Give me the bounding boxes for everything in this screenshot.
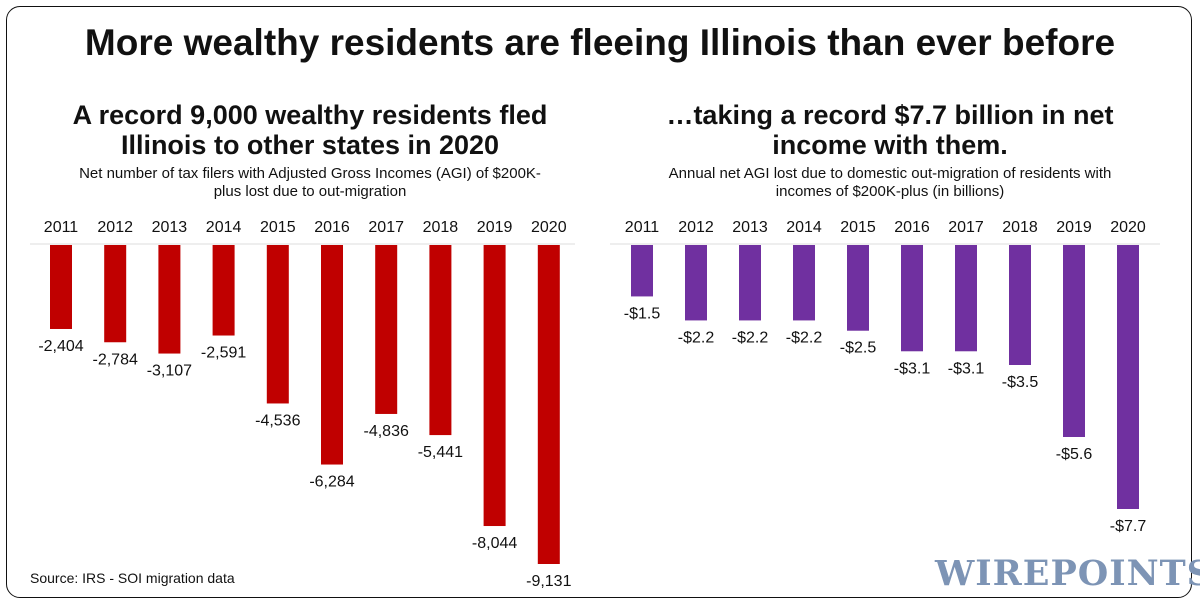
left-value-label: -3,107 — [147, 363, 192, 380]
right-bar-2015 — [847, 245, 869, 331]
left-year-label: 2020 — [531, 219, 567, 236]
chart-frame — [6, 6, 1192, 598]
left-value-label: -2,404 — [38, 338, 83, 355]
right-year-label: 2015 — [840, 219, 876, 236]
right-year-label: 2013 — [732, 219, 768, 236]
left-year-label: 2012 — [97, 219, 133, 236]
left-value-label: -2,784 — [93, 351, 138, 368]
right-value-label: -$2.2 — [732, 329, 769, 346]
right-value-label: -$5.6 — [1056, 446, 1093, 463]
right-bar-2019 — [1063, 245, 1085, 437]
right-year-label: 2018 — [1002, 219, 1038, 236]
left-year-label: 2017 — [368, 219, 404, 236]
left-year-label: 2018 — [423, 219, 459, 236]
right-year-label: 2017 — [948, 219, 984, 236]
left-bar-2011 — [50, 245, 72, 329]
right-value-label: -$2.2 — [786, 329, 823, 346]
source-note: Source: IRS - SOI migration data — [30, 570, 235, 586]
left-value-label: -4,536 — [255, 412, 300, 429]
left-year-label: 2015 — [260, 219, 296, 236]
left-bar-2019 — [483, 245, 506, 527]
left-bar-2012 — [104, 245, 127, 343]
right-value-label: -$3.5 — [1002, 374, 1039, 391]
right-bar-2012 — [685, 245, 707, 321]
right-bar-2013 — [739, 245, 761, 321]
left-value-label: -4,836 — [364, 423, 409, 440]
right-year-label: 2020 — [1110, 219, 1146, 236]
left-year-label: 2013 — [152, 219, 188, 236]
right-bar-2018 — [1009, 245, 1031, 365]
left-bar-2018 — [429, 245, 452, 436]
left-bar-2016 — [321, 245, 343, 465]
right-year-label: 2011 — [625, 219, 660, 236]
right-bar-2014 — [793, 245, 815, 321]
right-chart-title: …taking a record $7.7 billion in net inc… — [666, 100, 1114, 160]
left-value-label: -9,131 — [526, 573, 571, 590]
right-year-label: 2016 — [894, 219, 930, 236]
right-year-label: 2019 — [1056, 219, 1092, 236]
right-value-label: -$1.5 — [624, 305, 661, 322]
right-bar-2016 — [901, 245, 923, 352]
left-bar-2015 — [266, 245, 289, 404]
right-bar-2011 — [631, 245, 653, 297]
left-year-label: 2016 — [314, 219, 350, 236]
right-bar-2020 — [1117, 245, 1139, 509]
right-value-label: -$2.2 — [678, 329, 715, 346]
right-value-label: -$3.1 — [948, 360, 985, 377]
left-chart-title: A record 9,000 wealthy residents fled Il… — [72, 100, 548, 160]
right-value-label: -$3.1 — [894, 360, 931, 377]
left-year-label: 2011 — [44, 219, 79, 236]
left-bar-2013 — [158, 245, 181, 354]
right-bar-2017 — [955, 245, 977, 352]
left-bar-2017 — [375, 245, 398, 414]
right-year-label: 2014 — [786, 219, 822, 236]
left-bar-2014 — [212, 245, 235, 336]
left-year-label: 2014 — [206, 219, 242, 236]
main-title: More wealthy residents are fleeing Illin… — [84, 22, 1116, 63]
left-value-label: -8,044 — [472, 535, 517, 552]
left-bar-2020 — [537, 245, 560, 564]
left-value-label: -2,591 — [201, 345, 246, 362]
left-chart-subtitle: Net number of tax filers with Adjusted G… — [79, 165, 541, 200]
left-value-label: -6,284 — [309, 474, 354, 491]
left-value-label: -5,441 — [418, 444, 463, 461]
right-value-label: -$7.7 — [1110, 518, 1147, 535]
right-chart-subtitle: Annual net AGI lost due to domestic out-… — [668, 165, 1112, 200]
wirepoints-logo: WIREPOINTS — [935, 553, 1200, 594]
right-value-label: -$2.5 — [840, 340, 877, 357]
right-year-label: 2012 — [678, 219, 714, 236]
left-year-label: 2019 — [477, 219, 513, 236]
